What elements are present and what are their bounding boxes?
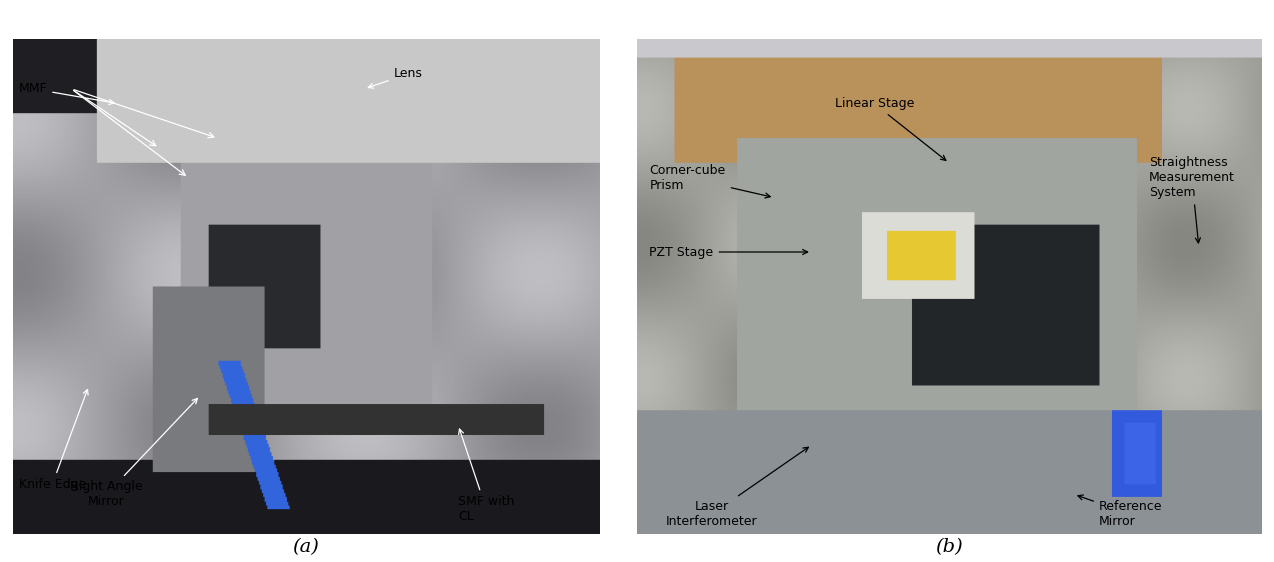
Text: PZT Stage: PZT Stage <box>650 246 808 259</box>
Text: Right Angle
Mirror: Right Angle Mirror <box>70 398 197 509</box>
Text: Lens: Lens <box>368 67 423 88</box>
Text: Laser
Interferometer: Laser Interferometer <box>666 447 809 528</box>
Text: (b): (b) <box>935 538 963 556</box>
Text: (a): (a) <box>292 538 320 556</box>
Text: Linear Stage: Linear Stage <box>834 97 945 160</box>
Text: Knife Edge: Knife Edge <box>19 389 88 491</box>
Text: MMF: MMF <box>19 82 115 105</box>
Text: Corner-cube
Prism: Corner-cube Prism <box>650 164 771 198</box>
Text: SMF with
CL: SMF with CL <box>459 429 515 523</box>
Text: Straightness
Measurement
System: Straightness Measurement System <box>1149 156 1235 243</box>
Text: Reference
Mirror: Reference Mirror <box>1078 495 1162 528</box>
